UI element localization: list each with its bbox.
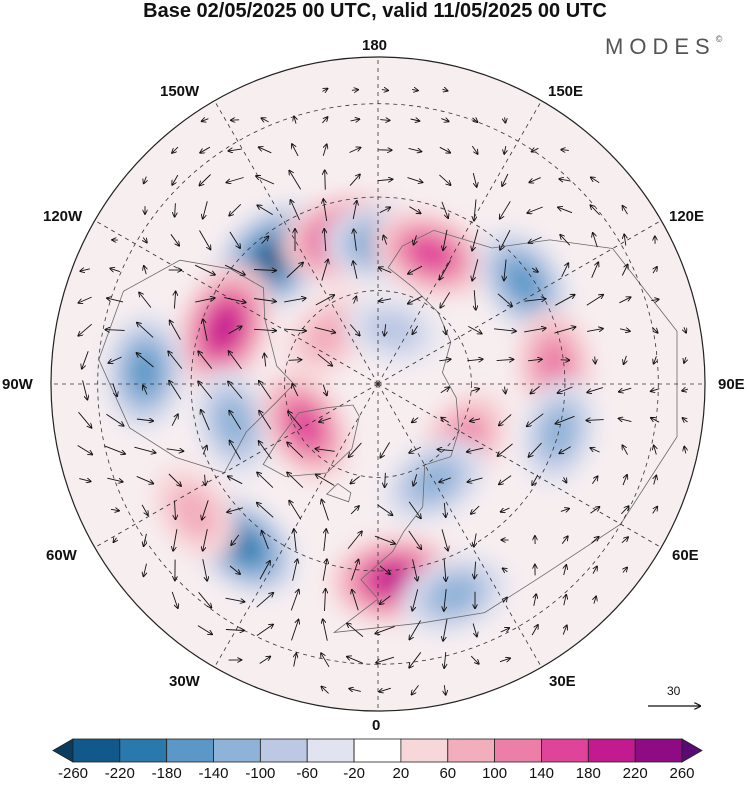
map-content [40, 50, 720, 720]
colorbar-label: 100 [482, 766, 507, 782]
wind-vector [325, 170, 326, 189]
lon-label-90e: 90E [718, 377, 745, 393]
reference-vector-label: 30 [667, 684, 680, 698]
colorbar-label: -60 [296, 766, 318, 782]
colorbar-swatch-min [53, 739, 73, 762]
colorbar-swatch-5 [260, 739, 307, 762]
colorbar-label: -140 [198, 766, 228, 782]
colorbar-swatch-11 [542, 739, 589, 762]
wind-vector [595, 357, 596, 364]
lon-label-0: 0 [372, 718, 380, 734]
colorbar-swatch-10 [495, 739, 542, 762]
colorbar-swatch-1 [73, 739, 120, 762]
wind-vector [352, 90, 358, 91]
colorbar-swatch-2 [120, 739, 167, 762]
colorbar-label: -100 [245, 766, 275, 782]
colorbar-label: 60 [439, 766, 456, 782]
colorbar-label: 180 [576, 766, 601, 782]
lon-label-60e: 60E [672, 548, 699, 564]
colorbar-label: -260 [58, 766, 88, 782]
lon-label-30e: 30E [549, 674, 576, 690]
colorbar-swatch-7 [354, 739, 401, 762]
colorbar-swatch-8 [401, 739, 448, 762]
colorbar [53, 739, 702, 762]
modes-logo: MODES© [605, 34, 722, 60]
colorbar-swatch-3 [167, 739, 214, 762]
logo-text: MODES [605, 34, 716, 59]
wind-vector [289, 360, 302, 361]
colorbar-swatch-9 [448, 739, 495, 762]
lon-label-150e: 150E [548, 84, 583, 100]
lon-label-150w: 150W [160, 84, 199, 100]
colorbar-label: -20 [343, 766, 365, 782]
colorbar-swatch-6 [307, 739, 354, 762]
lon-label-90w: 90W [2, 377, 33, 393]
lon-label-60w: 60W [46, 548, 77, 564]
colorbar-swatch-4 [214, 739, 261, 762]
colorbar-label: 220 [623, 766, 648, 782]
colorbar-label: -180 [152, 766, 182, 782]
colorbar-swatch-12 [588, 739, 635, 762]
colorbar-label: -220 [105, 766, 135, 782]
colorbar-swatch-max [682, 739, 702, 762]
colorbar-label: 140 [529, 766, 554, 782]
logo-mark: © [716, 34, 723, 44]
lon-label-120e: 120E [669, 209, 704, 225]
colorbar-swatch-13 [635, 739, 682, 762]
map-title: Base 02/05/2025 00 UTC, valid 11/05/2025… [0, 0, 750, 22]
lon-label-180: 180 [362, 38, 387, 54]
colorbar-label: 260 [669, 766, 694, 782]
colorbar-label: 20 [393, 766, 410, 782]
lon-label-120w: 120W [43, 209, 82, 225]
lon-label-30w: 30W [169, 674, 200, 690]
